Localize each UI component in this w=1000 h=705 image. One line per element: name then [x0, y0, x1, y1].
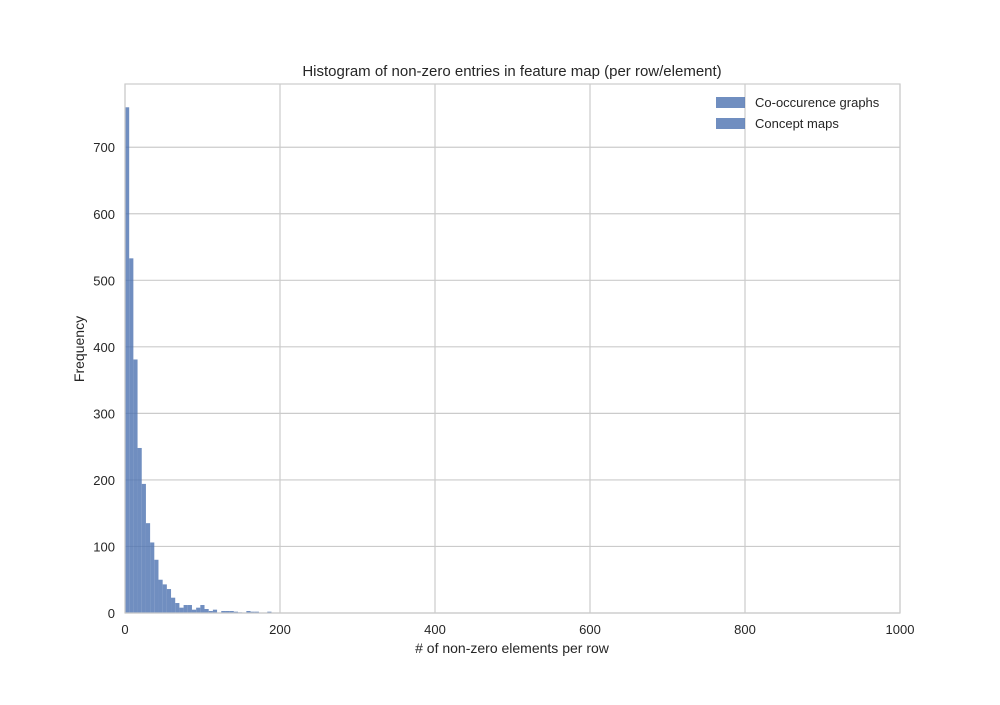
plot-background — [125, 84, 900, 613]
histogram-bar — [233, 611, 238, 613]
histogram-bar — [196, 607, 201, 613]
histogram-bar — [133, 359, 138, 613]
histogram-bar — [204, 609, 209, 613]
histogram-bar — [150, 542, 155, 613]
histogram-bar — [200, 605, 205, 613]
x-tick-label-1: 200 — [269, 622, 291, 637]
y-tick-label-1: 100 — [93, 539, 115, 554]
histogram-bar — [158, 579, 163, 613]
y-tick-label-0: 0 — [108, 606, 115, 621]
histogram-bar — [254, 611, 259, 613]
histogram-bar — [212, 609, 218, 613]
x-tick-labels: 0 200 400 600 800 1000 — [121, 622, 914, 637]
histogram-bar — [250, 611, 255, 613]
y-axis-label: Frequency — [71, 316, 87, 382]
y-tick-label-5: 500 — [93, 273, 115, 288]
legend-label-co-occurence: Co-occurence graphs — [755, 95, 880, 110]
y-tick-label-3: 300 — [93, 406, 115, 421]
y-tick-label-4: 400 — [93, 340, 115, 355]
x-tick-label-4: 800 — [734, 622, 756, 637]
histogram-bar — [208, 611, 213, 613]
plot-frame — [124, 83, 901, 614]
x-tick-label-5: 1000 — [886, 622, 915, 637]
histogram-bar — [225, 611, 230, 613]
histogram-bar — [166, 589, 172, 613]
histogram-bar — [129, 258, 134, 613]
x-tick-label-3: 600 — [579, 622, 601, 637]
legend-swatch-co-occurence — [716, 97, 745, 108]
legend: Co-occurence graphs Concept maps — [716, 95, 880, 131]
histogram-bar — [191, 609, 197, 613]
histogram-bar — [187, 605, 192, 613]
histogram-bar — [137, 447, 142, 613]
histogram-bar — [162, 584, 167, 613]
y-tick-label-2: 200 — [93, 473, 115, 488]
legend-label-concept-maps: Concept maps — [755, 116, 839, 131]
histogram-bar — [175, 603, 180, 613]
x-axis-label: # of non-zero elements per row — [415, 640, 610, 656]
x-tick-label-0: 0 — [121, 622, 128, 637]
chart-title: Histogram of non-zero entries in feature… — [302, 63, 721, 80]
histogram-bar — [246, 611, 251, 613]
histogram-bar — [183, 605, 188, 613]
y-tick-labels: 0 100 200 300 400 500 600 700 — [93, 140, 115, 621]
histogram-bar — [125, 107, 130, 613]
histogram-bar — [145, 523, 151, 613]
histogram-bar — [221, 611, 226, 613]
x-tick-label-2: 400 — [424, 622, 446, 637]
histogram-bar — [141, 483, 146, 613]
y-tick-label-6: 600 — [93, 207, 115, 222]
histogram-bar — [229, 611, 234, 613]
histogram-bar — [267, 611, 272, 613]
histogram-bar — [179, 607, 184, 613]
y-tick-label-7: 700 — [93, 140, 115, 155]
histogram-bar — [154, 559, 159, 613]
legend-swatch-concept-maps — [716, 118, 745, 129]
histogram-bar — [171, 597, 176, 613]
